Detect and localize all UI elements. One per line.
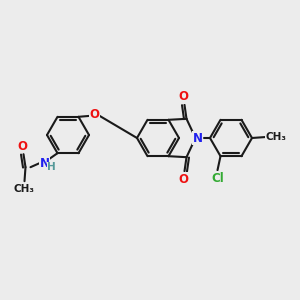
Text: Cl: Cl xyxy=(211,172,224,185)
Text: CH₃: CH₃ xyxy=(14,184,35,194)
Text: O: O xyxy=(178,90,188,103)
Text: N: N xyxy=(40,157,50,170)
Text: N: N xyxy=(193,131,202,145)
Text: O: O xyxy=(178,173,188,186)
Text: H: H xyxy=(47,162,56,172)
Text: O: O xyxy=(89,108,100,121)
Text: O: O xyxy=(17,140,28,153)
Text: CH₃: CH₃ xyxy=(266,132,286,142)
